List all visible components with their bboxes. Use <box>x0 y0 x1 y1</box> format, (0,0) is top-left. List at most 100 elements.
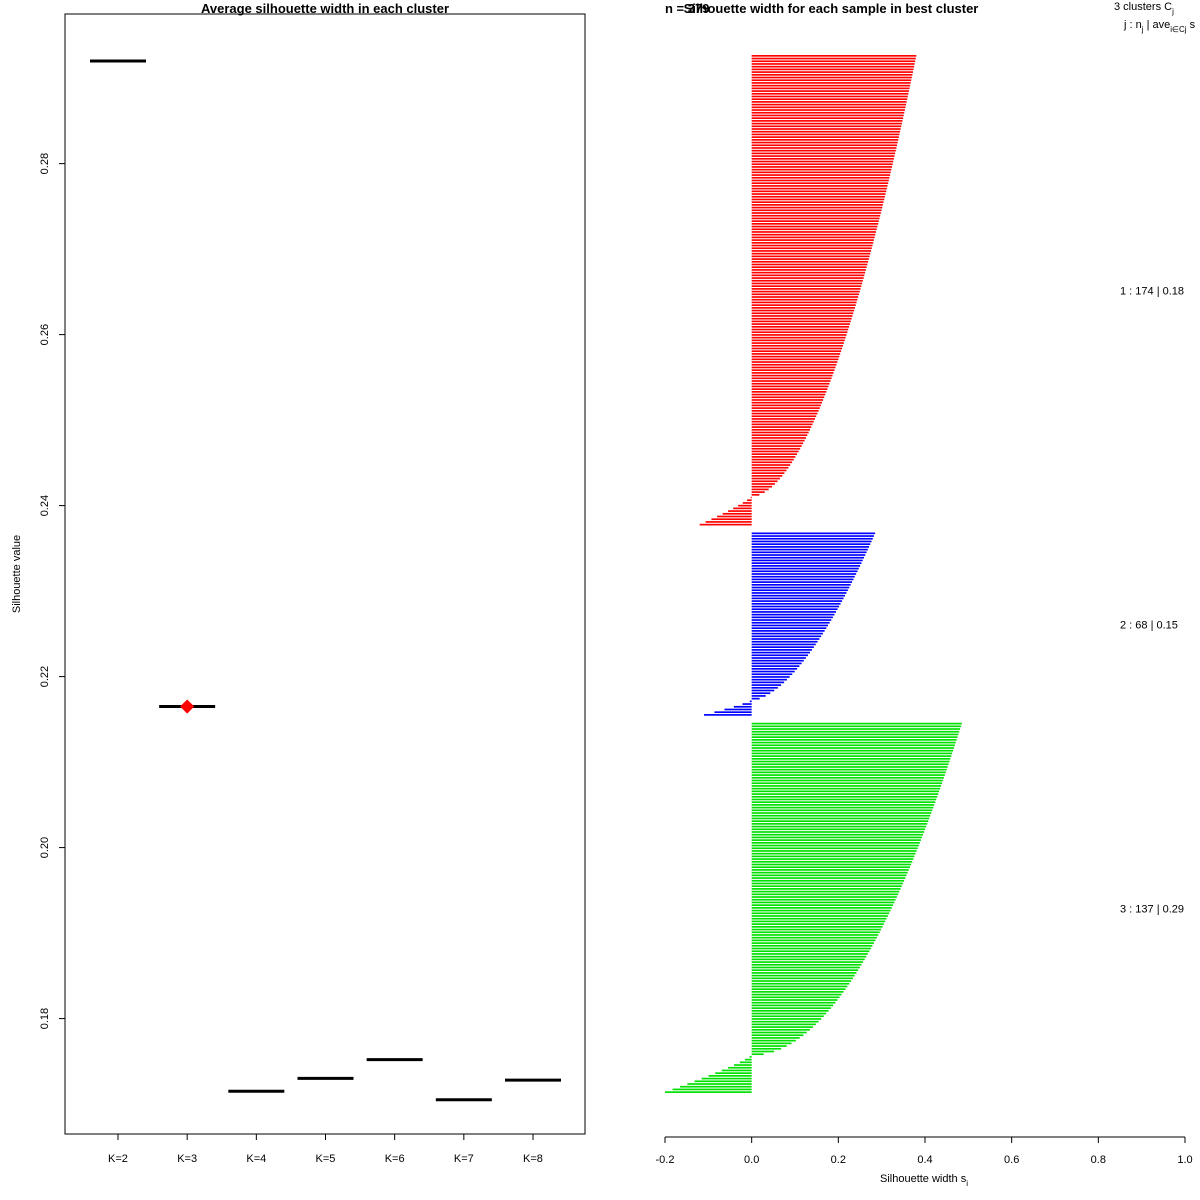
right-header-line1: 3 clusters Cj <box>1114 1 1174 16</box>
silhouette-bar <box>751 917 887 920</box>
silhouette-bar <box>751 434 808 437</box>
silhouette-bar <box>751 673 793 676</box>
silhouette-bar <box>751 747 954 749</box>
silhouette-bar <box>751 255 870 258</box>
silhouette-bar <box>751 285 862 288</box>
silhouette-bar <box>751 594 845 597</box>
silhouette-bar <box>751 101 907 103</box>
silhouette-bar <box>751 548 868 551</box>
silhouette-bar <box>751 277 864 279</box>
silhouette-bar <box>751 809 933 812</box>
silhouette-bar <box>751 565 861 567</box>
header-line1-text: 3 clusters C <box>1114 1 1172 13</box>
silhouette-bar <box>742 703 752 705</box>
silhouette-bar <box>717 515 752 518</box>
silhouette-bar <box>751 437 806 439</box>
silhouette-bar <box>751 252 871 255</box>
silhouette-bar <box>751 95 908 98</box>
silhouette-bar <box>751 288 861 290</box>
silhouette-bar <box>751 950 870 953</box>
silhouette-bar <box>751 274 865 277</box>
silhouette-bar <box>751 795 938 798</box>
silhouette-bar <box>751 831 925 833</box>
left-ytick-label-2: 0.22 <box>39 666 51 687</box>
silhouette-bar <box>701 1077 752 1080</box>
silhouette-bar <box>751 874 907 877</box>
silhouette-bar <box>751 852 916 855</box>
silhouette-bar <box>751 293 859 296</box>
silhouette-bar <box>751 898 896 901</box>
silhouette-bar <box>751 71 913 73</box>
silhouette-bar <box>751 657 806 659</box>
silhouette-bar <box>672 1088 752 1091</box>
silhouette-bar <box>704 714 752 716</box>
right-xtick-label-6: 1.0 <box>1177 1154 1192 1166</box>
silhouette-bar <box>751 608 838 611</box>
silhouette-bar <box>751 369 835 372</box>
silhouette-bar <box>751 445 802 447</box>
silhouette-bar <box>751 782 943 785</box>
silhouette-bar <box>751 559 863 562</box>
silhouette-bar <box>751 977 853 980</box>
silhouette-bar <box>751 1039 796 1042</box>
left-xtick-label-4: K=6 <box>385 1153 405 1165</box>
silhouette-bar <box>751 686 778 689</box>
silhouette-bar <box>751 744 955 747</box>
silhouette-bar <box>751 662 802 665</box>
silhouette-bar <box>751 850 917 852</box>
silhouette-bar <box>751 654 808 657</box>
silhouette-bar <box>751 814 931 817</box>
silhouette-bar <box>751 315 853 317</box>
silhouette-bar <box>751 847 918 850</box>
silhouette-bar <box>751 879 905 882</box>
silhouette-bar <box>751 149 896 152</box>
silhouette-bar <box>751 117 904 120</box>
silhouette-bar <box>751 543 871 546</box>
silhouette-bar <box>751 120 903 122</box>
silhouette-bar <box>751 195 885 198</box>
silhouette-bar <box>751 904 894 906</box>
cluster-2-label: 2 : 68 | 0.15 <box>1120 620 1178 632</box>
silhouette-bar <box>751 263 868 266</box>
silhouette-bar <box>751 472 785 474</box>
left-xtick-label-2: K=4 <box>246 1153 266 1165</box>
silhouette-bar <box>751 920 886 923</box>
silhouette-bar <box>751 643 816 646</box>
silhouette-bar <box>751 401 822 404</box>
silhouette-bar <box>751 969 859 972</box>
silhouette-bar <box>751 1034 804 1037</box>
silhouette-bar <box>751 1031 807 1034</box>
silhouette-bar <box>751 785 942 787</box>
silhouette-bar <box>751 366 836 369</box>
silhouette-bar <box>751 426 812 428</box>
silhouette-bar <box>751 187 887 190</box>
silhouette-bar <box>751 179 889 182</box>
silhouette-bar <box>751 817 930 820</box>
silhouette-bar <box>734 1064 752 1066</box>
silhouette-bar <box>751 174 891 176</box>
silhouette-bar <box>751 546 870 548</box>
silhouette-bar <box>751 228 877 231</box>
silhouette-bar <box>751 890 900 893</box>
silhouette-bar <box>751 488 769 491</box>
silhouette-bar <box>751 372 834 374</box>
silhouette-bar <box>751 877 906 879</box>
silhouette-bar <box>751 841 920 844</box>
silhouette-bar <box>751 404 821 407</box>
silhouette-bar <box>751 578 854 581</box>
silhouette-bar <box>751 993 842 996</box>
silhouette-bar <box>751 385 829 388</box>
silhouette-bar <box>751 923 884 925</box>
silhouette-bar <box>751 68 914 71</box>
silhouette-bar <box>751 774 945 776</box>
silhouette-bar <box>751 198 885 201</box>
right-panel: n = 379 Silhouette width for each sample… <box>656 1 1196 1188</box>
right-header-line2: j : nj | avei∈Cj s <box>1123 19 1196 34</box>
silhouette-bar <box>751 461 793 464</box>
silhouette-bar <box>751 551 867 554</box>
silhouette-bar <box>751 114 904 117</box>
silhouette-bar <box>751 730 960 733</box>
silhouette-bar <box>751 624 828 627</box>
silhouette-bar <box>751 725 961 728</box>
silhouette-bar <box>751 136 899 138</box>
